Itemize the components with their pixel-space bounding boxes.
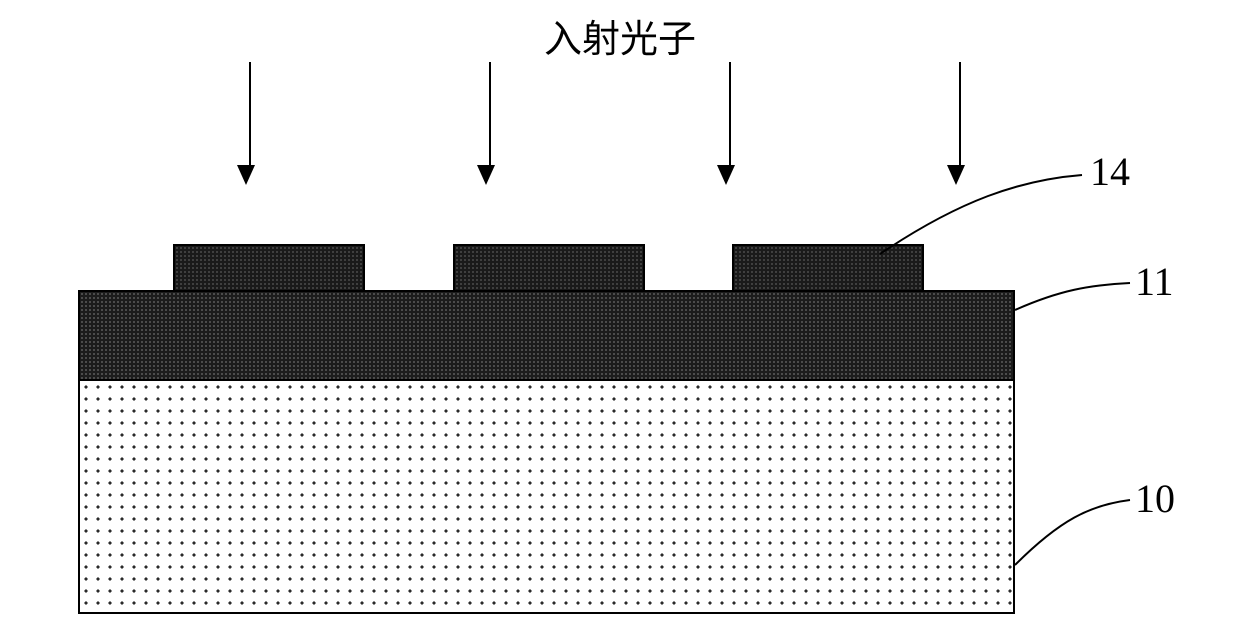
leader-lines xyxy=(0,0,1240,639)
leader-14 xyxy=(880,175,1082,254)
leader-11 xyxy=(1015,283,1130,310)
label-10: 10 xyxy=(1135,475,1175,522)
label-14: 14 xyxy=(1090,148,1130,195)
label-11: 11 xyxy=(1135,258,1174,305)
leader-10 xyxy=(1015,500,1130,565)
